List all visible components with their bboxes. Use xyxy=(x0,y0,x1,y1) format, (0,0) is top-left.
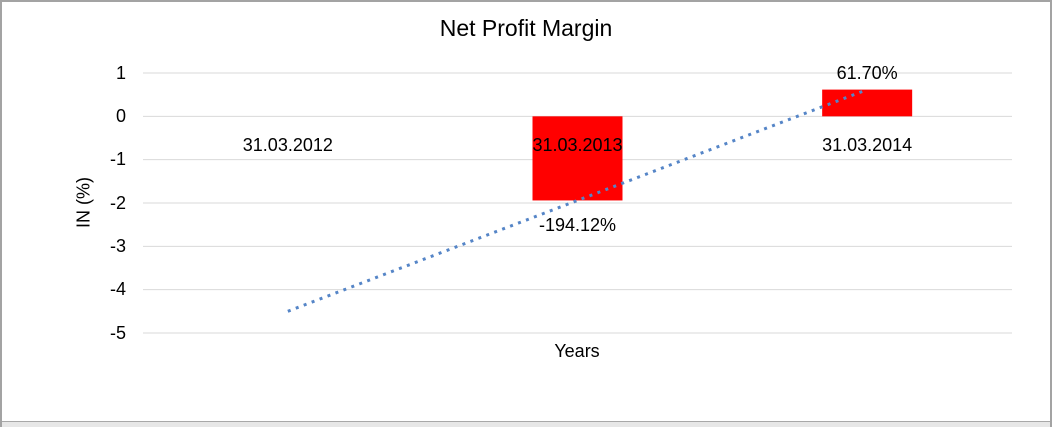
data-label-31.03.2013: -194.12% xyxy=(538,215,617,236)
x-category-label-31.03.2013: 31.03.2013 xyxy=(532,135,623,155)
y-tick-label--2: -2 xyxy=(109,192,126,213)
data-label-31.03.2014: 61.70% xyxy=(836,62,898,83)
y-tick-label--3: -3 xyxy=(109,235,126,256)
y-tick-label--5: -5 xyxy=(109,322,126,343)
y-tick-label-1: 1 xyxy=(115,62,126,83)
bar-31.03.2013 xyxy=(532,116,623,201)
chart-title: Net Profit Margin xyxy=(439,15,613,41)
y-tick-label-0: 0 xyxy=(115,105,126,126)
bottom-strip xyxy=(1,421,1051,427)
x-category-label-31.03.2014: 31.03.2014 xyxy=(822,135,913,155)
trendline xyxy=(287,88,868,313)
y-tick-label--4: -4 xyxy=(109,279,126,300)
y-tick-label--1: -1 xyxy=(109,149,126,170)
bar-31.03.2014 xyxy=(822,89,913,117)
x-axis-title: Years xyxy=(554,341,600,361)
x-category-label-31.03.2012: 31.03.2012 xyxy=(242,135,333,155)
